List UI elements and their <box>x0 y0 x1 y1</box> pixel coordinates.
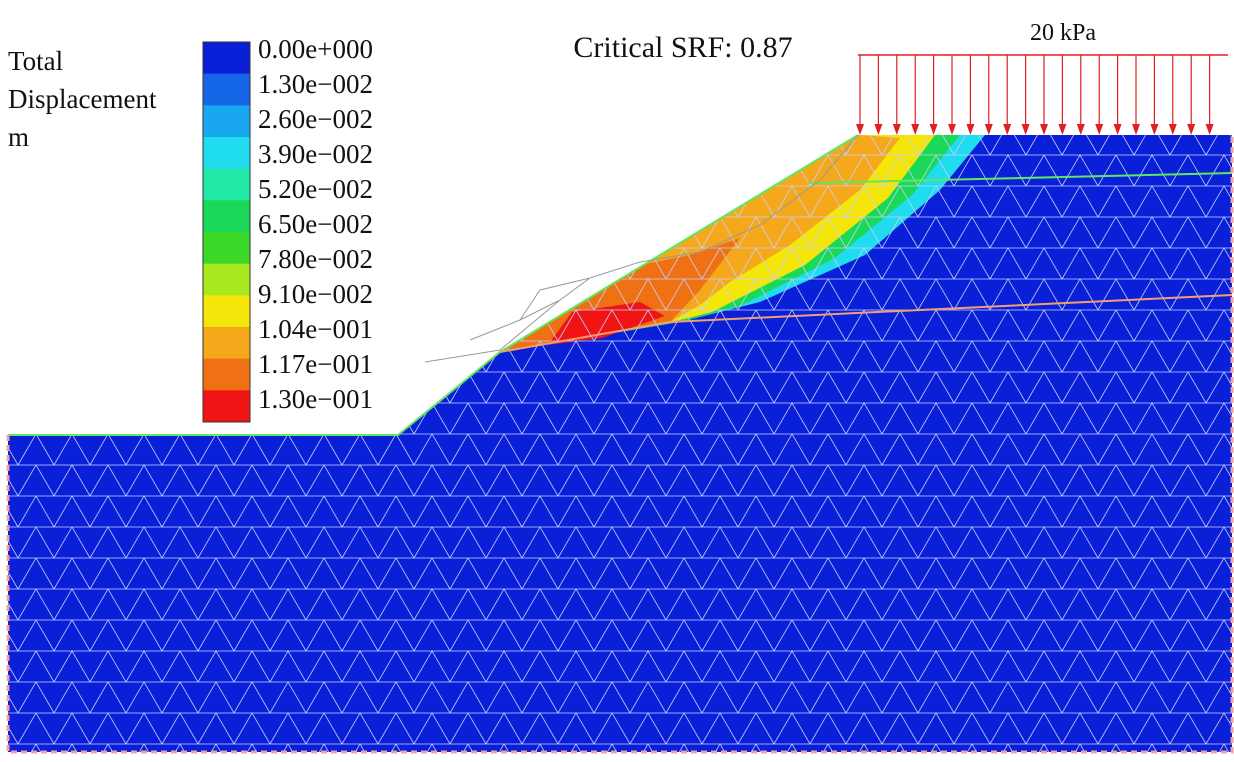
legend-label: 9.10e−002 <box>258 279 373 309</box>
legend-swatch <box>203 105 250 138</box>
arrow-head <box>856 124 864 135</box>
legend-swatch <box>203 200 250 233</box>
arrow-head <box>1095 124 1104 135</box>
arrow-head <box>1076 124 1085 135</box>
arrow-head <box>948 124 956 135</box>
legend-swatch <box>203 168 250 201</box>
legend-label: 1.30e−002 <box>258 69 373 99</box>
title: Critical SRF: 0.87 <box>573 31 792 64</box>
ground-surface <box>8 134 859 436</box>
arrow-head <box>1113 124 1122 135</box>
arrow-head <box>1021 124 1030 135</box>
legend-label: 0.00e+000 <box>258 34 373 64</box>
legend-swatch <box>203 73 250 106</box>
arrow-head <box>929 124 938 135</box>
arrow-head <box>1003 124 1012 135</box>
legend-swatch <box>203 295 250 328</box>
legend-title: m <box>8 122 29 152</box>
legend-swatch <box>203 327 250 360</box>
legend-label: 1.17e−001 <box>258 349 373 379</box>
legend-swatch <box>203 390 250 423</box>
layer-boundary-upper <box>807 172 1233 184</box>
legend-label: 1.04e−001 <box>258 314 373 344</box>
legend: Total Displacement m 0.00e+000 1.30e−002 2.60… <box>8 34 373 423</box>
legend-label: 7.80e−002 <box>258 244 373 274</box>
arrow-head <box>1132 124 1140 135</box>
legend-title: Total <box>8 46 63 76</box>
legend-swatch <box>203 137 250 170</box>
arrow-head <box>1168 124 1177 135</box>
legend-frame <box>202 41 251 423</box>
arrow-head <box>1040 124 1048 135</box>
layer-boundary-lower <box>499 294 1233 353</box>
legend-label: 3.90e−002 <box>258 139 373 169</box>
arrow-head <box>1205 124 1214 135</box>
arrow-head <box>911 124 920 135</box>
arrow-head <box>874 124 883 135</box>
legend-label: 5.20e−002 <box>258 174 373 204</box>
arrow-head <box>966 124 975 135</box>
legend-label: 1.30e−001 <box>258 384 373 414</box>
load-arrows <box>856 55 1214 135</box>
legend-swatch <box>203 358 250 391</box>
arrow-head <box>1058 124 1067 135</box>
arrow-head <box>1150 124 1159 135</box>
legend-title: Displacement <box>8 84 157 114</box>
legend-label: 2.60e−002 <box>258 104 373 134</box>
load-label: 20 kPa <box>1030 20 1096 46</box>
arrow-head <box>892 124 901 135</box>
legend-swatch <box>203 42 250 75</box>
arrow-head <box>1187 124 1196 135</box>
deformed-mesh <box>424 134 859 363</box>
legend-label: 6.50e−002 <box>258 209 373 239</box>
legend-swatch <box>203 263 250 296</box>
arrow-head <box>984 124 993 135</box>
legend-swatch <box>203 232 250 265</box>
